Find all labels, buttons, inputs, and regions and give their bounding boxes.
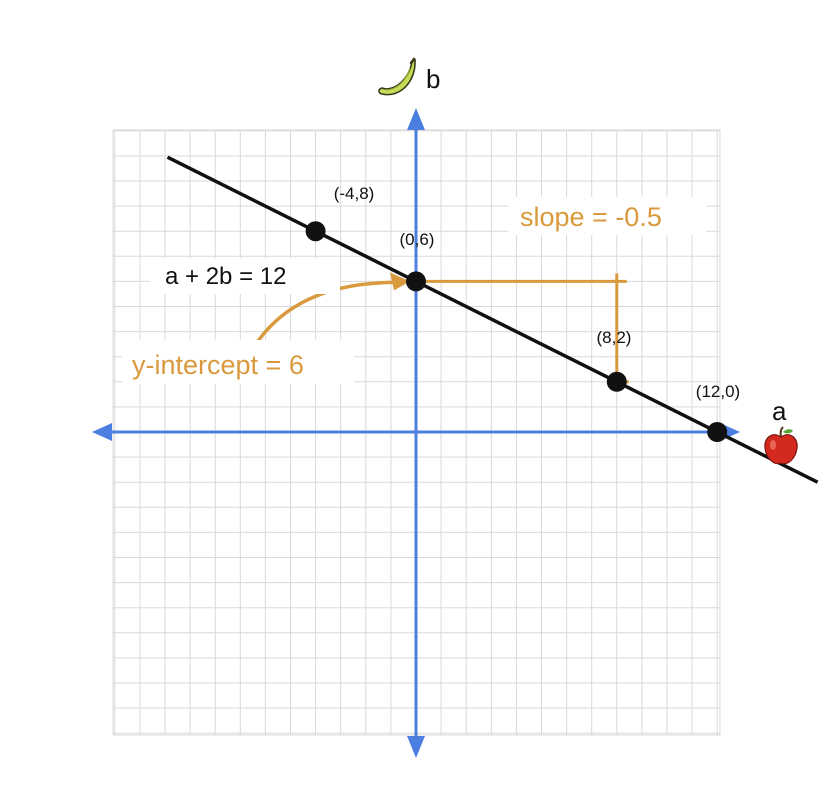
point-label: (8,2)	[597, 328, 632, 347]
intercept-label-bg	[122, 340, 354, 384]
a-axis-label: a	[772, 396, 787, 426]
slope-label: slope = -0.5	[520, 202, 662, 232]
data-point	[707, 422, 728, 442]
data-point	[305, 221, 326, 242]
slope-label-bg	[508, 197, 706, 235]
point-label: (-4,8)	[334, 184, 375, 203]
banana-icon	[378, 57, 416, 96]
y-intercept-label: y-intercept = 6	[132, 350, 304, 380]
a-axis-arrow-left	[92, 423, 112, 441]
apple-icon	[764, 426, 798, 465]
data-point	[606, 371, 627, 392]
b-axis-arrow-down	[407, 736, 425, 758]
intercept-arrowhead	[390, 272, 410, 291]
equation-label-bg	[150, 258, 340, 294]
equation-label: a + 2b = 12	[165, 263, 286, 290]
data-points	[305, 221, 728, 442]
point-label: (12,0)	[696, 382, 740, 401]
point-label: (0,6)	[400, 230, 435, 249]
intercept-arrow	[256, 280, 396, 343]
b-axis-arrow-up	[407, 108, 425, 130]
b-axis-label: b	[426, 64, 440, 94]
axes	[92, 108, 740, 758]
data-point	[406, 271, 426, 292]
